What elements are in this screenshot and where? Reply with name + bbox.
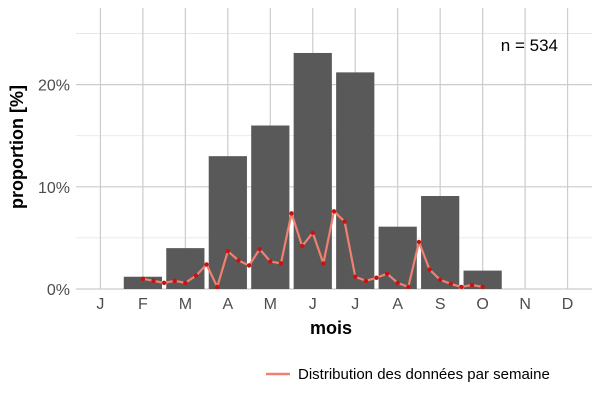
weekly-point xyxy=(480,284,485,290)
weekly-point xyxy=(342,219,347,224)
y-tick-label: 0% xyxy=(47,282,70,299)
x-tick-label: J xyxy=(96,296,104,313)
x-tick-label: J xyxy=(309,296,317,313)
weekly-point xyxy=(363,278,369,284)
weekly-point xyxy=(268,259,273,264)
y-tick-label: 20% xyxy=(38,78,70,95)
x-tick-label: M xyxy=(179,296,192,313)
weekly-point xyxy=(374,275,379,280)
weekly-point xyxy=(289,211,294,216)
weekly-point xyxy=(448,281,453,287)
bars xyxy=(123,52,502,290)
weekly-point xyxy=(459,284,464,290)
y-axis-title: proportion [%] xyxy=(7,85,27,209)
weekly-point xyxy=(172,278,177,284)
x-tick-label: A xyxy=(222,296,233,313)
x-tick-label: J xyxy=(351,296,359,313)
weekly-point xyxy=(278,261,284,266)
x-tick-label: S xyxy=(435,296,446,313)
weekly-point xyxy=(204,262,209,267)
y-ticks: 0% 10% 20% xyxy=(38,78,70,299)
x-tick-label: M xyxy=(264,296,277,313)
weekly-point xyxy=(395,280,400,286)
weekly-point xyxy=(299,243,305,249)
weekly-point xyxy=(257,246,262,252)
sample-size-annotation: n = 534 xyxy=(501,36,558,55)
weekly-point xyxy=(140,276,146,281)
weekly-point xyxy=(215,284,220,290)
bar xyxy=(208,156,247,289)
x-tick-label: N xyxy=(519,296,531,313)
legend: Distribution des données par semaine xyxy=(266,366,550,383)
weekly-point xyxy=(406,284,411,290)
weekly-point xyxy=(225,248,231,254)
legend-label: Distribution des données par semaine xyxy=(298,366,550,383)
weekly-point xyxy=(384,271,390,276)
weekly-point xyxy=(183,280,188,286)
weekly-point xyxy=(310,230,315,235)
weekly-point xyxy=(437,277,443,283)
x-axis-title: mois xyxy=(310,318,352,338)
bar xyxy=(336,72,375,289)
weekly-point xyxy=(193,273,199,278)
weekly-point xyxy=(161,280,167,286)
weekly-point xyxy=(236,258,241,263)
x-tick-label: F xyxy=(138,296,148,313)
bar xyxy=(251,125,290,289)
weekly-point xyxy=(469,282,475,288)
x-tick-label: A xyxy=(392,296,403,313)
weekly-point xyxy=(246,263,252,268)
y-tick-label: 10% xyxy=(38,180,70,197)
weekly-point xyxy=(416,239,422,245)
weekly-point xyxy=(353,274,358,279)
weekly-points xyxy=(140,209,485,290)
bar xyxy=(421,196,460,289)
weekly-point xyxy=(427,267,432,272)
x-tick-label: O xyxy=(476,296,488,313)
weekly-point xyxy=(331,209,337,214)
weekly-point xyxy=(321,261,326,266)
x-tick-label: D xyxy=(562,296,574,313)
weekly-point xyxy=(151,278,156,284)
